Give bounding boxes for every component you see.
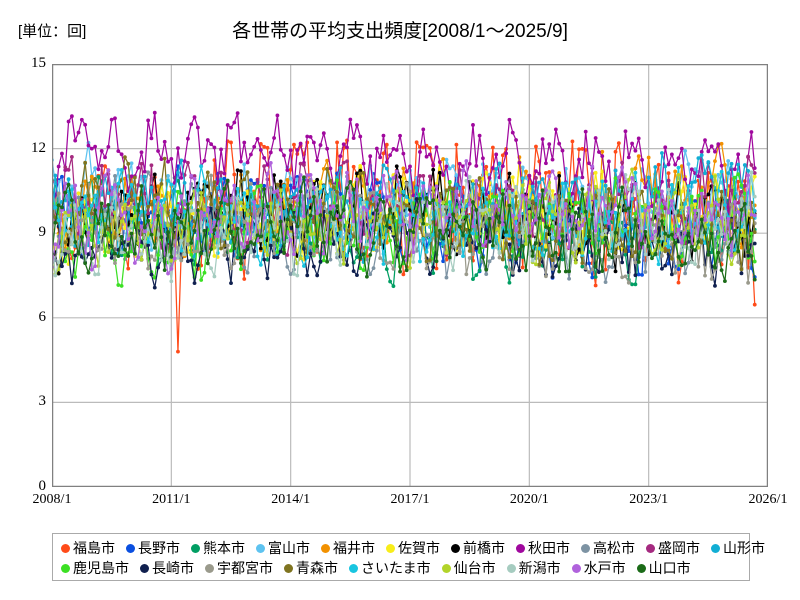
legend-label: 佐賀市 [398, 540, 440, 556]
legend-item[interactable]: さいたま市 [349, 561, 431, 575]
legend-marker-icon [256, 543, 265, 553]
legend-item[interactable]: 福島市 [61, 541, 115, 555]
legend-label: 前橋市 [463, 540, 505, 556]
y-tick-label: 6 [38, 308, 47, 325]
legend-label: 鹿児島市 [73, 560, 129, 576]
legend-label: 福島市 [73, 540, 115, 556]
legend-item[interactable]: 前橋市 [451, 541, 505, 555]
legend-label: 長野市 [138, 540, 180, 556]
legend-marker-icon [451, 543, 460, 553]
legend-item[interactable]: 長崎市 [140, 561, 194, 575]
unit-label: [単位：回] [18, 23, 87, 40]
legend-marker-icon [516, 543, 525, 553]
legend-marker-icon [711, 543, 720, 553]
plot-area [52, 64, 768, 487]
legend-label: 長崎市 [152, 560, 194, 576]
x-tick-label: 2008/1 [32, 492, 72, 507]
legend-item[interactable]: 新潟市 [506, 560, 561, 576]
legend-marker-icon [61, 563, 70, 573]
legend-marker-icon [646, 543, 655, 553]
y-tick-label: 12 [31, 139, 46, 156]
x-axis-ticks: 2008/1 2011/1 2014/1 2017/1 2020/1 2023/1 2026… [0, 492, 800, 514]
x-tick-label: 2023/1 [629, 492, 669, 507]
legend-label: 高松市 [593, 540, 635, 556]
legend-label: 水戸市 [583, 560, 626, 576]
y-axis-ticks: 15 12 9 6 3 0 [0, 56, 47, 494]
legend-item[interactable]: 山口市 [636, 560, 691, 576]
legend-row-1: 福島市 長野市 熊本市 富山市 福井市 佐賀市 前橋市 秋田市 高松市 盛岡市 山形市 [61, 538, 765, 558]
legend-item[interactable]: 熊本市 [191, 541, 245, 555]
x-tick-label: 2014/1 [271, 492, 311, 507]
legend-item[interactable]: 宇都宮市 [205, 561, 273, 575]
legend-marker-icon [191, 543, 200, 553]
x-tick-label: 2026/1 [748, 492, 788, 507]
y-tick-label: 0 [38, 478, 47, 494]
legend-item[interactable]: 水戸市 [571, 560, 626, 576]
legend-label: 秋田市 [528, 540, 570, 556]
legend-marker-icon [441, 563, 451, 573]
legend-label: 熊本市 [203, 540, 245, 556]
legend-label: 山形市 [723, 540, 765, 556]
legend: 福島市 長野市 熊本市 富山市 福井市 佐賀市 前橋市 秋田市 高松市 盛岡市 山形市 鹿児島市 長崎… [52, 533, 765, 581]
y-tick-label: 15 [31, 55, 46, 71]
chart-title: 各世帯の平均支出頻度[2008/1～2025/9] [232, 21, 568, 42]
legend-label: 宇都宮市 [217, 560, 273, 576]
legend-item[interactable]: 佐賀市 [386, 541, 440, 555]
legend-marker-icon [386, 543, 395, 553]
legend-marker-icon [571, 563, 581, 573]
legend-item[interactable]: 青森市 [284, 561, 338, 575]
x-tick-label: 2017/1 [390, 492, 430, 507]
legend-label: 仙台市 [453, 560, 496, 576]
legend-label: 盛岡市 [658, 540, 700, 556]
legend-item[interactable]: 富山市 [256, 541, 310, 555]
y-tick-label: 9 [38, 224, 47, 241]
legend-marker-icon [349, 563, 358, 573]
legend-item[interactable]: 山形市 [711, 541, 765, 555]
legend-item[interactable]: 福井市 [321, 541, 375, 555]
legend-label: 山口市 [648, 560, 691, 576]
legend-marker-icon [636, 563, 646, 573]
legend-label: 福井市 [333, 540, 375, 556]
legend-marker-icon [126, 543, 135, 553]
legend-item[interactable]: 仙台市 [441, 560, 496, 576]
legend-label: 富山市 [268, 540, 310, 556]
legend-item[interactable]: 鹿児島市 [61, 561, 129, 575]
legend-marker-icon [284, 563, 293, 573]
legend-item[interactable]: 盛岡市 [646, 541, 700, 555]
x-tick-label: 2011/1 [152, 492, 191, 507]
x-tick-label: 2020/1 [509, 492, 549, 507]
legend-marker-icon [61, 543, 70, 553]
legend-label: さいたま市 [361, 560, 431, 576]
series-canvas [52, 64, 768, 487]
legend-marker-icon [140, 563, 149, 573]
legend-label: 青森市 [296, 560, 338, 576]
y-tick-label: 3 [38, 393, 47, 410]
legend-item[interactable]: 高松市 [581, 541, 635, 555]
legend-marker-icon [581, 543, 590, 553]
legend-marker-icon [321, 543, 330, 553]
legend-label: 新潟市 [518, 560, 561, 576]
legend-item[interactable]: 秋田市 [516, 541, 570, 555]
legend-marker-icon [506, 563, 516, 573]
legend-marker-icon [205, 563, 214, 573]
legend-row-2: 鹿児島市 長崎市 宇都宮市 青森市 さいたま市 仙台市 新潟市 水戸市 山口市 [61, 558, 743, 578]
legend-item[interactable]: 長野市 [126, 541, 180, 555]
